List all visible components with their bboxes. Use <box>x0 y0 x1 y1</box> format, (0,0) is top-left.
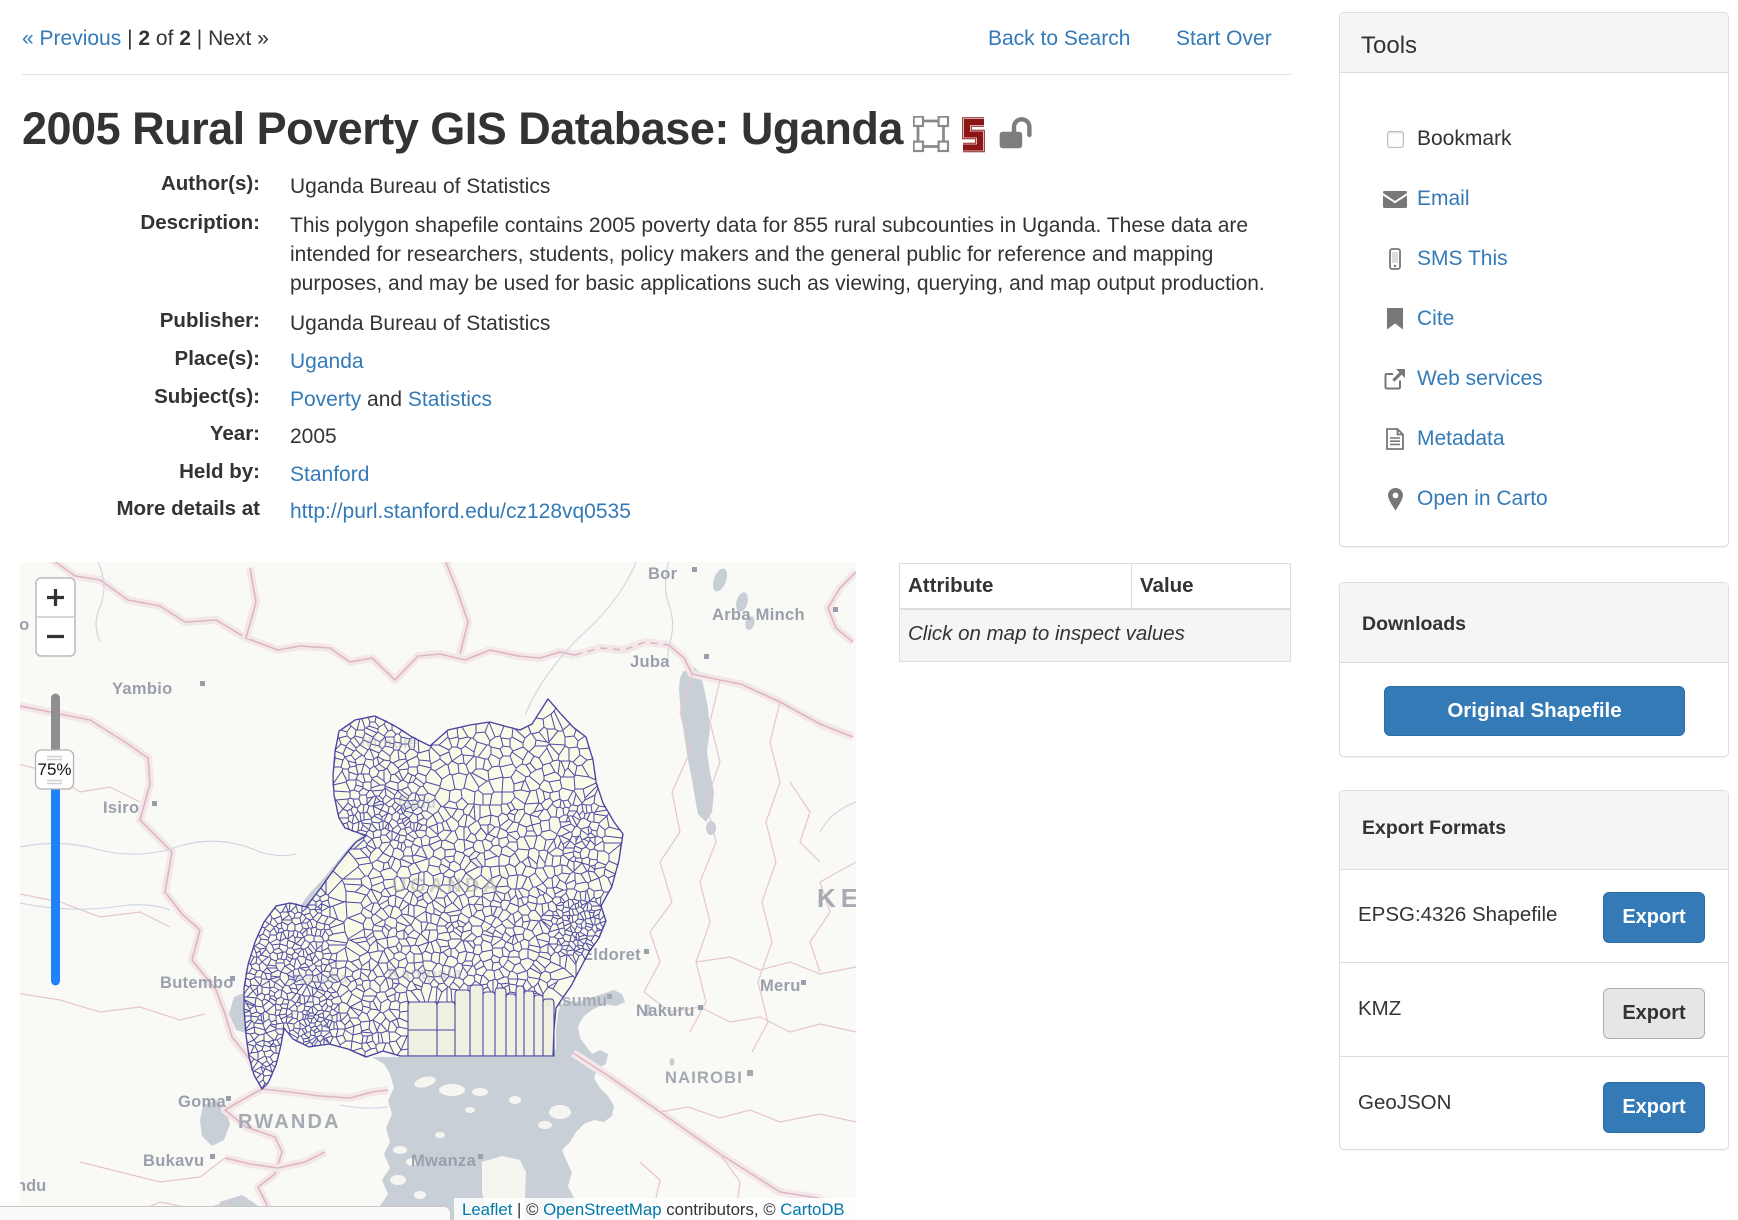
svg-text:Nakuru: Nakuru <box>636 1002 695 1020</box>
svg-text:Kampala: Kampala <box>388 964 462 983</box>
svg-text:UGANDA: UGANDA <box>392 875 501 897</box>
svg-text:Bukavu: Bukavu <box>143 1152 204 1170</box>
svg-text:ndu: ndu <box>20 1177 46 1195</box>
svg-text:oo: oo <box>20 616 29 634</box>
svg-text:Meru: Meru <box>760 977 801 995</box>
svg-text:Arba Minch: Arba Minch <box>712 606 805 624</box>
svg-text:Gulu: Gulu <box>398 795 436 812</box>
svg-text:Isiro: Isiro <box>103 799 139 817</box>
svg-text:Masaka: Masaka <box>291 970 348 987</box>
svg-text:NAIROBI: NAIROBI <box>665 1069 743 1087</box>
svg-text:Yambio: Yambio <box>112 680 173 698</box>
svg-text:Bor: Bor <box>648 565 678 583</box>
svg-text:Butembo: Butembo <box>160 974 234 992</box>
svg-text:Juba: Juba <box>630 653 670 671</box>
svg-text:75%: 75% <box>37 760 71 779</box>
svg-text:Mwanza: Mwanza <box>411 1152 477 1170</box>
svg-text:Eldoret: Eldoret <box>582 946 641 964</box>
svg-text:KEN: KEN <box>817 883 856 913</box>
svg-text:Goma: Goma <box>178 1093 226 1111</box>
svg-text:RWANDA: RWANDA <box>238 1111 341 1133</box>
svg-text:Leaflet | © OpenStreetMap cont: Leaflet | © OpenStreetMap contributors, … <box>462 1200 845 1219</box>
svg-text:Nimule: Nimule <box>361 735 417 752</box>
